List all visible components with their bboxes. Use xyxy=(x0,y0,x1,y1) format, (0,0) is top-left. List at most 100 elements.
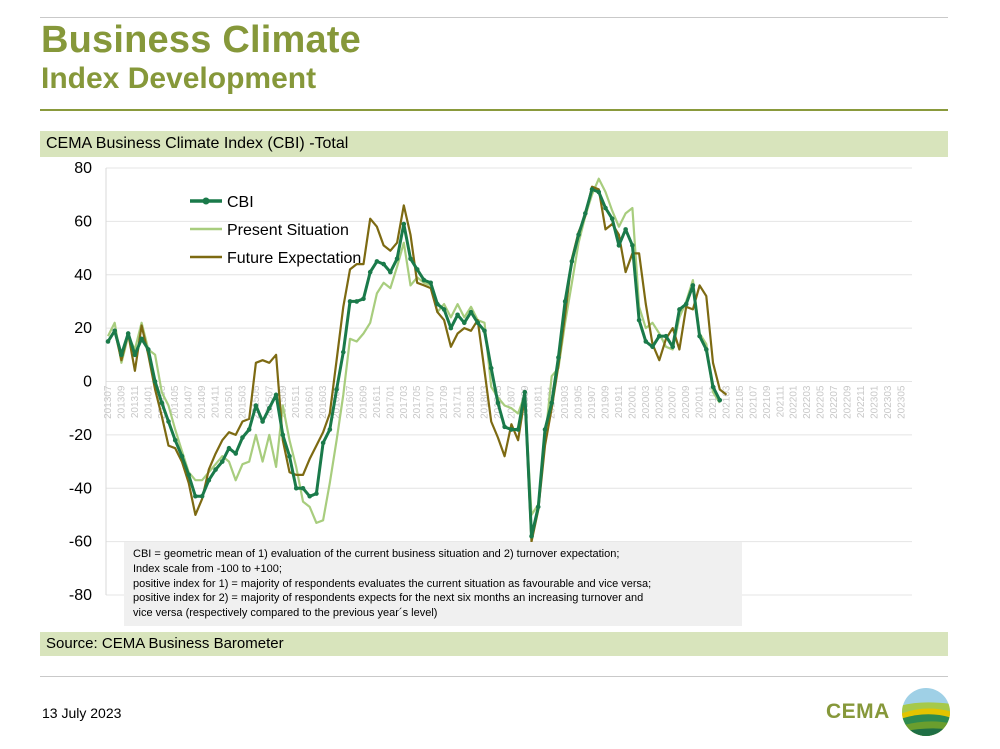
x-tick-label: 202301 xyxy=(869,385,880,419)
note-line: CBI = geometric mean of 1) evaluation of… xyxy=(133,548,620,560)
x-tick-labels: 2013072013092013112014012014032014052014… xyxy=(103,385,907,419)
cbi-point xyxy=(475,320,481,326)
y-tick-labels: 80 60 40 20 0 -20 -40 -60 -80 xyxy=(69,160,92,604)
x-tick-label: 201909 xyxy=(600,385,611,419)
x-tick-label: 202001 xyxy=(627,385,638,419)
top-rule xyxy=(40,17,948,18)
cbi-point xyxy=(522,389,528,395)
cbi-point xyxy=(488,365,494,371)
legend-label: CBI xyxy=(227,194,254,211)
cbi-point xyxy=(381,261,386,267)
x-tick-label: 202209 xyxy=(842,385,853,419)
page-subtitle: Index Development xyxy=(41,62,317,95)
cbi-point xyxy=(314,491,319,496)
cbi-point xyxy=(455,312,460,318)
cbi-point xyxy=(616,243,622,248)
x-tick-label: 201801 xyxy=(466,385,477,419)
cbi-point xyxy=(267,405,272,411)
x-tick-label: 201509 xyxy=(278,385,289,419)
cbi-point xyxy=(253,403,259,408)
x-tick-label: 202003 xyxy=(641,385,652,419)
cbi-point xyxy=(448,325,454,331)
cbi-point xyxy=(535,504,541,510)
cbi-point xyxy=(562,299,568,304)
x-tick-label: 201411 xyxy=(211,385,222,418)
x-tick-label: 201609 xyxy=(358,385,369,419)
cbi-point xyxy=(569,259,575,264)
cbi-point xyxy=(549,400,554,406)
x-tick-label: 201705 xyxy=(412,385,423,419)
x-tick-label: 201311 xyxy=(130,385,141,418)
x-tick-label: 202205 xyxy=(816,385,827,419)
cbi-point xyxy=(576,232,581,238)
cbi-point xyxy=(650,344,655,350)
cbi-point xyxy=(374,259,380,264)
cbi-point xyxy=(428,280,433,286)
x-tick-label: 201401 xyxy=(143,385,154,419)
cbi-point xyxy=(690,283,696,288)
cbi-point xyxy=(435,301,440,307)
cbi-point xyxy=(556,355,561,360)
cbi-point xyxy=(354,299,360,304)
cbi-point xyxy=(515,427,521,432)
cbi-point xyxy=(152,379,158,384)
methodology-note: CBI = geometric mean of 1) evaluation of… xyxy=(124,542,742,626)
series-line-future-expectation xyxy=(107,185,728,543)
x-tick-label: 201503 xyxy=(237,385,248,419)
cbi-point xyxy=(677,307,682,312)
cbi-point xyxy=(663,333,669,339)
cbi-point xyxy=(260,419,265,424)
cbi-point xyxy=(704,347,709,352)
cbi-point xyxy=(656,333,662,339)
cbi-point xyxy=(683,301,689,307)
note-line: Index scale from -100 to +100; xyxy=(133,562,282,575)
cbi-point xyxy=(401,221,407,227)
cbi-point xyxy=(583,211,588,216)
legend-marker xyxy=(202,197,210,205)
x-tick-label: 202005 xyxy=(654,385,665,419)
x-tick-label: 201807 xyxy=(506,385,517,419)
cbi-point xyxy=(146,347,151,352)
note-line: vice versa (respectively compared to the… xyxy=(133,607,438,620)
cbi-point xyxy=(670,344,676,350)
cbi-point xyxy=(334,387,339,392)
x-tick-label: 201605 xyxy=(332,385,343,419)
x-tick-label: 201309 xyxy=(116,385,127,419)
cbi-point xyxy=(112,328,118,334)
cbi-point xyxy=(300,485,306,491)
page-title: Business Climate xyxy=(41,19,361,61)
cbi-point xyxy=(206,477,212,483)
cbi-point xyxy=(139,336,144,342)
x-tick-label: 201603 xyxy=(318,385,329,419)
x-tick-label: 202201 xyxy=(789,385,800,419)
series-line-cbi xyxy=(106,187,722,538)
cbi-point xyxy=(219,459,225,464)
y-tick-label: 80 xyxy=(74,160,92,177)
cbi-point xyxy=(193,493,198,499)
x-tick-label: 201903 xyxy=(560,385,571,419)
x-tick-label: 202103 xyxy=(721,385,732,419)
cbi-point xyxy=(529,533,534,539)
end-value-label: -7 xyxy=(921,158,935,162)
title-underline xyxy=(40,109,948,111)
note-line: positive index for 2) = majority of resp… xyxy=(133,592,644,605)
cbi-point xyxy=(502,424,507,430)
x-tick-label: 201607 xyxy=(345,385,356,419)
x-tick-label: 201911 xyxy=(614,385,625,418)
x-tick-label: 201507 xyxy=(264,385,275,419)
cbi-point xyxy=(636,317,642,323)
cbi-point xyxy=(542,427,548,432)
cbi-point xyxy=(623,227,628,232)
x-tick-label: 202105 xyxy=(735,385,746,419)
cbi-point xyxy=(132,352,138,358)
x-tick-label: 202305 xyxy=(896,385,907,419)
x-tick-label: 202007 xyxy=(668,385,679,419)
cbi-point xyxy=(172,437,178,443)
x-tick-label: 202107 xyxy=(748,385,759,419)
cbi-point xyxy=(509,427,514,432)
x-tick-label: 201611 xyxy=(372,385,383,418)
x-tick-label: 201707 xyxy=(426,385,437,419)
x-tick-label: 201307 xyxy=(103,385,114,419)
y-tick-label: -80 xyxy=(69,587,92,604)
cbi-point xyxy=(307,493,312,499)
